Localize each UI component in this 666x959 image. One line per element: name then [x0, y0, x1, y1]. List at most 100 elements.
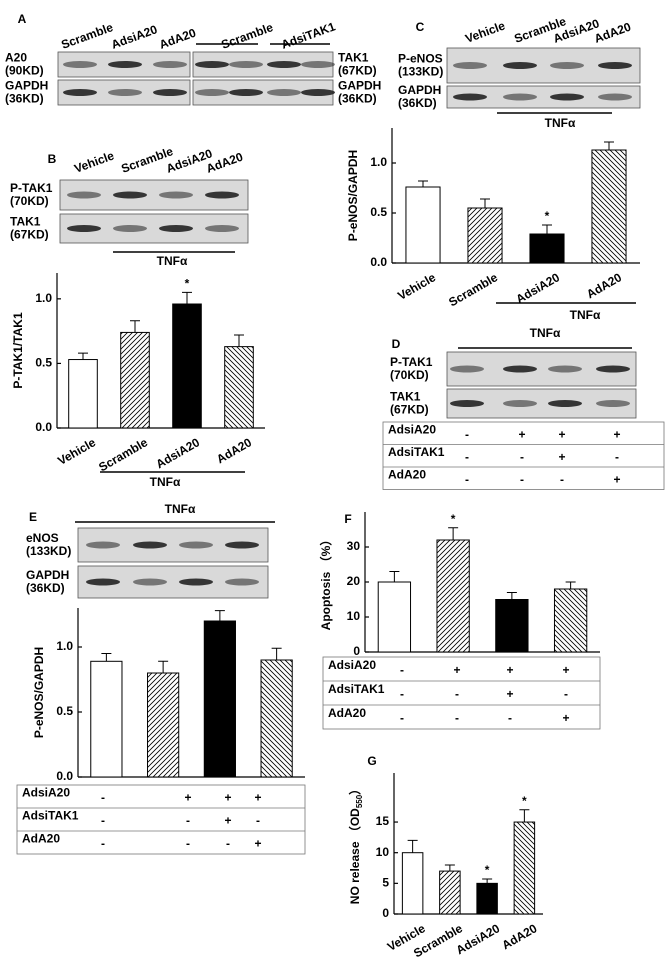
bar	[476, 882, 498, 915]
row-label: (90KD)	[5, 64, 44, 78]
blot-band	[159, 191, 193, 199]
table-cell: -	[101, 837, 105, 851]
panel-letter: A	[18, 12, 27, 26]
blot-band	[179, 578, 213, 586]
panel-letter: G	[367, 754, 376, 768]
row-label: (133KD)	[398, 65, 443, 79]
table-cell: +	[613, 472, 620, 486]
y-tick-label: 0.5	[370, 205, 387, 219]
table-cell: +	[184, 791, 191, 805]
error-bar	[78, 352, 88, 360]
lane-label: Vehicle	[463, 18, 507, 45]
y-tick-label: 0.5	[56, 704, 73, 718]
lane-label: AdsiTAK1	[279, 19, 337, 52]
bar	[90, 660, 123, 778]
row-label: P-TAK1	[390, 355, 433, 369]
blot-band	[548, 365, 582, 373]
row-label: TAK1	[10, 215, 41, 229]
y-tick-label: 1.0	[370, 155, 387, 169]
y-axis-label-text: P-eNOS/GAPDH	[32, 647, 46, 738]
bar	[436, 539, 470, 653]
lane-label: Vehicle	[72, 148, 116, 175]
y-axis-label-subscript: 550	[355, 794, 364, 808]
table-row-label: AdsiTAK1	[22, 809, 79, 823]
bar	[203, 620, 236, 778]
row-label: GAPDH	[398, 83, 441, 97]
panel-letter: E	[29, 510, 37, 524]
table-row-label: AdsiA20	[388, 422, 436, 436]
row-label: GAPDH	[26, 568, 69, 582]
y-tick-label: 0.0	[56, 769, 73, 783]
error-bar	[389, 571, 400, 582]
table-cell: -	[400, 687, 404, 701]
bar	[513, 821, 536, 915]
blot-band	[86, 541, 120, 549]
blot-band	[503, 93, 537, 101]
table-frame	[322, 656, 601, 730]
blot-strip	[446, 85, 641, 109]
y-tick-label: 0	[382, 906, 389, 920]
y-axis-label: NO release （OD550）	[347, 783, 364, 904]
blot-band	[503, 400, 537, 407]
x-tick-label: Vehicle	[55, 435, 98, 468]
table-cell: -	[508, 711, 512, 725]
treatment-label: TNFα	[570, 308, 601, 322]
blot-band	[133, 578, 167, 586]
blot-band	[453, 62, 487, 69]
treatment-label: TNFα	[157, 254, 188, 268]
error-bar	[418, 180, 428, 187]
lane-label: AdsiA20	[109, 22, 159, 52]
x-tick-label: Vehicle	[395, 270, 438, 303]
bar	[224, 346, 254, 429]
blot-band	[179, 541, 213, 549]
table-frame	[382, 421, 665, 490]
table-cell: +	[453, 663, 460, 677]
y-axis-label: Apoptosis （%）	[318, 534, 333, 631]
table-row-label: AdsiTAK1	[328, 682, 385, 696]
blot-band	[225, 541, 259, 549]
bar	[591, 149, 627, 264]
table-row-label: AdA20	[328, 706, 366, 720]
blot-band	[503, 62, 537, 69]
y-axis-label: P-TAK1/TAK1	[11, 312, 25, 389]
blot-band	[67, 225, 101, 232]
panel-letter: B	[48, 152, 57, 166]
blot-band	[205, 191, 239, 199]
blot-band	[503, 365, 537, 373]
row-label: (36KD)	[5, 92, 44, 106]
bar	[467, 207, 503, 264]
blot-band	[596, 400, 630, 407]
error-bar	[444, 864, 455, 872]
error-bar	[565, 581, 576, 589]
error-bar	[271, 647, 282, 660]
table-cell: -	[186, 837, 190, 851]
bar	[439, 870, 461, 915]
blot-band	[550, 62, 584, 69]
blot-band	[450, 365, 484, 373]
table-cell: +	[506, 687, 513, 701]
table-cell: -	[256, 814, 260, 828]
bar	[260, 659, 293, 778]
row-label: (133KD)	[26, 544, 71, 558]
row-label: (70KD)	[390, 368, 429, 382]
table-cell: -	[186, 814, 190, 828]
y-tick-label: 10	[376, 845, 390, 859]
blot-band	[450, 400, 484, 407]
row-label: P-TAK1	[10, 181, 53, 195]
treatment-label: TNFα	[150, 475, 181, 489]
table-cell: +	[558, 427, 565, 441]
blot-band	[113, 191, 147, 199]
blot-band	[548, 400, 582, 407]
table-cell: +	[613, 427, 620, 441]
row-label: (67KD)	[338, 64, 377, 78]
error-bar	[182, 291, 192, 304]
blot-band	[205, 225, 239, 232]
row-label: (36KD)	[26, 581, 65, 595]
bar	[172, 303, 202, 429]
error-bar	[506, 592, 517, 600]
row-label: TAK1	[390, 390, 421, 404]
table-cell: +	[224, 814, 231, 828]
error-bar	[604, 141, 614, 150]
blot-band	[598, 62, 632, 69]
